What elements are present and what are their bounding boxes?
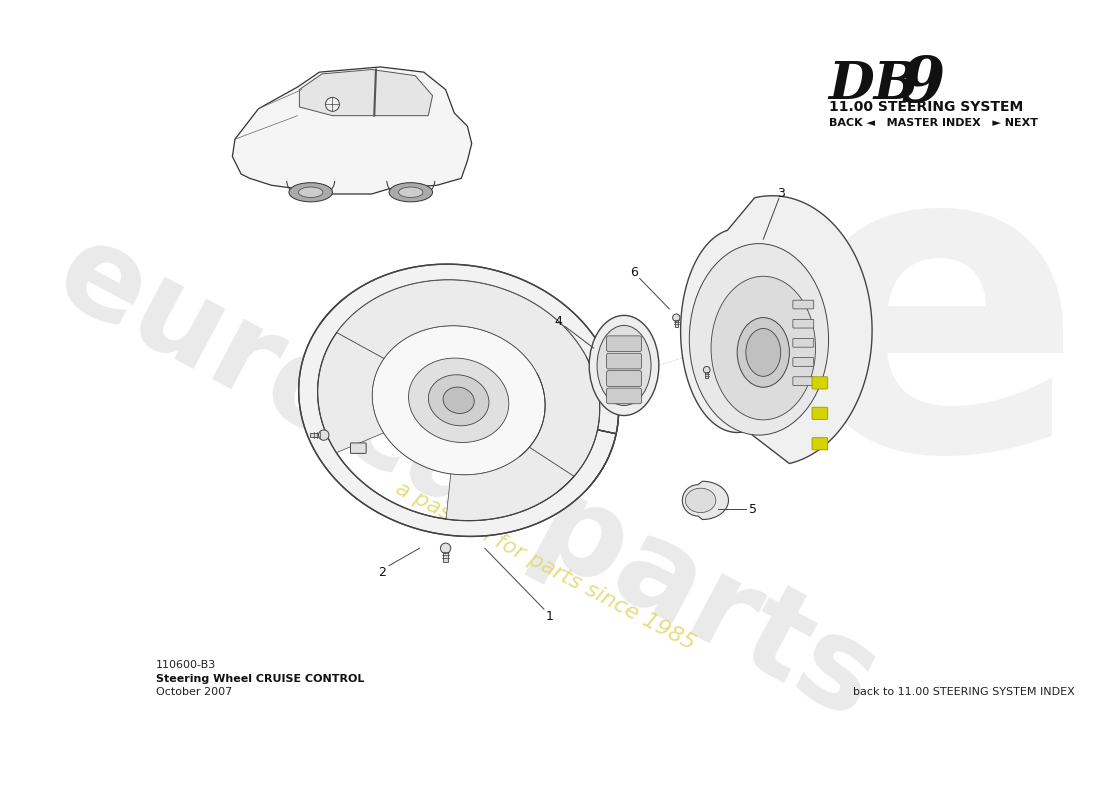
- Text: 4: 4: [554, 315, 563, 329]
- Polygon shape: [408, 358, 509, 442]
- Text: Steering Wheel CRUISE CONTROL: Steering Wheel CRUISE CONTROL: [156, 674, 364, 683]
- Polygon shape: [674, 318, 678, 327]
- FancyBboxPatch shape: [606, 336, 641, 351]
- Circle shape: [703, 366, 711, 373]
- FancyBboxPatch shape: [793, 377, 814, 386]
- Ellipse shape: [737, 318, 790, 387]
- Ellipse shape: [597, 326, 651, 406]
- Text: 1: 1: [546, 610, 554, 622]
- Circle shape: [319, 430, 329, 440]
- FancyBboxPatch shape: [793, 300, 814, 309]
- Text: e: e: [791, 122, 1084, 540]
- Polygon shape: [682, 482, 728, 519]
- Ellipse shape: [298, 187, 323, 198]
- FancyBboxPatch shape: [351, 443, 366, 454]
- Text: October 2007: October 2007: [156, 687, 232, 698]
- Ellipse shape: [711, 276, 815, 420]
- FancyBboxPatch shape: [793, 338, 814, 347]
- Ellipse shape: [690, 244, 828, 435]
- FancyBboxPatch shape: [812, 407, 827, 419]
- FancyBboxPatch shape: [812, 377, 827, 389]
- Text: eurocarparts: eurocarparts: [36, 211, 898, 746]
- Text: back to 11.00 STEERING SYSTEM INDEX: back to 11.00 STEERING SYSTEM INDEX: [854, 687, 1075, 698]
- Circle shape: [440, 543, 451, 554]
- Polygon shape: [447, 447, 574, 521]
- Ellipse shape: [398, 187, 424, 198]
- Polygon shape: [232, 67, 472, 194]
- Text: 6: 6: [630, 266, 638, 279]
- Ellipse shape: [389, 182, 432, 202]
- Text: 2: 2: [378, 566, 386, 579]
- Text: 110600-B3: 110600-B3: [156, 660, 216, 670]
- Polygon shape: [428, 374, 488, 426]
- Polygon shape: [337, 280, 600, 476]
- Ellipse shape: [685, 488, 716, 513]
- Polygon shape: [310, 433, 323, 438]
- FancyBboxPatch shape: [793, 319, 814, 328]
- Circle shape: [672, 314, 680, 322]
- FancyBboxPatch shape: [606, 388, 641, 404]
- Polygon shape: [372, 326, 546, 475]
- Text: 3: 3: [777, 186, 784, 200]
- Polygon shape: [318, 333, 384, 453]
- Text: BACK ◄   MASTER INDEX   ► NEXT: BACK ◄ MASTER INDEX ► NEXT: [828, 118, 1037, 128]
- Text: 11.00 STEERING SYSTEM: 11.00 STEERING SYSTEM: [828, 100, 1023, 114]
- Polygon shape: [299, 70, 432, 116]
- Polygon shape: [443, 387, 474, 414]
- Polygon shape: [681, 196, 872, 463]
- Polygon shape: [443, 548, 448, 562]
- Text: a passion for parts since 1985: a passion for parts since 1985: [393, 478, 698, 654]
- Text: 9: 9: [901, 54, 945, 115]
- Ellipse shape: [289, 182, 332, 202]
- FancyBboxPatch shape: [812, 438, 827, 450]
- Circle shape: [326, 98, 340, 111]
- FancyBboxPatch shape: [793, 358, 814, 366]
- Text: DB: DB: [828, 59, 918, 110]
- FancyBboxPatch shape: [606, 354, 641, 369]
- Ellipse shape: [746, 329, 781, 376]
- Polygon shape: [705, 370, 708, 378]
- Text: 5: 5: [749, 502, 757, 515]
- Polygon shape: [299, 264, 618, 537]
- FancyBboxPatch shape: [606, 370, 641, 386]
- Ellipse shape: [590, 315, 659, 415]
